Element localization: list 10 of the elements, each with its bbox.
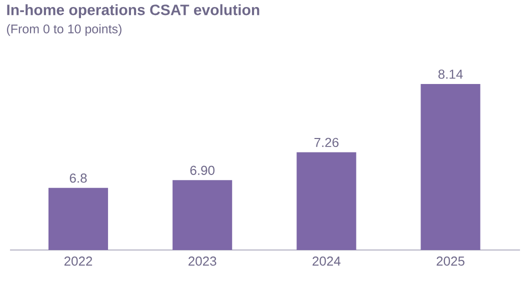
data-label: 7.26	[314, 138, 339, 148]
x-tick-label: 2022	[64, 256, 92, 266]
data-label: 8.14	[438, 70, 463, 79]
chart-subtitle: (From 0 to 10 points)	[6, 24, 122, 36]
data-label: 6.8	[70, 174, 87, 183]
x-tick-label: 2023	[188, 256, 216, 266]
data-label: 6.90	[190, 166, 214, 175]
x-tick-label: 2024	[312, 256, 341, 266]
chart-title: In-home operations CSAT evolution	[7, 4, 260, 18]
x-tick-label: 2025	[436, 256, 464, 266]
